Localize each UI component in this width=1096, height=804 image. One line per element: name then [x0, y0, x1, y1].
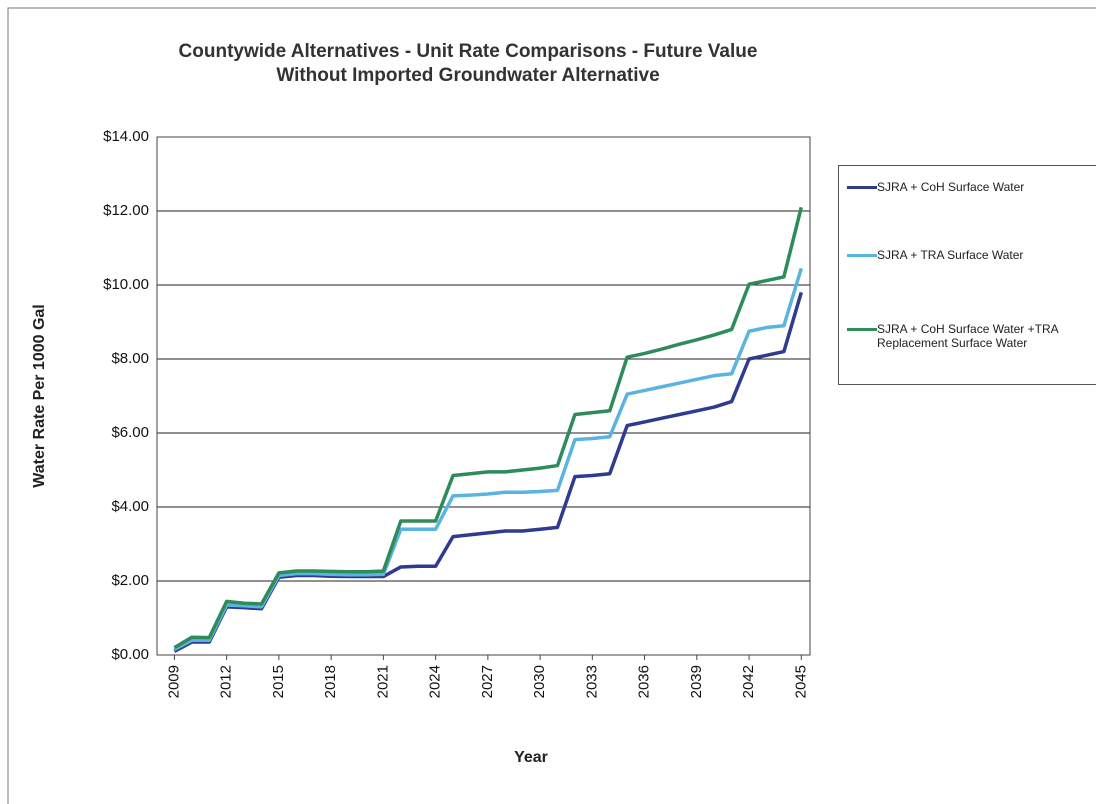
x-axis-title: Year — [514, 749, 548, 766]
y-tick-label: $0.00 — [111, 646, 149, 663]
legend-item: SJRA + CoH Surface Water +TRA Replacemen… — [847, 322, 1095, 350]
legend-swatch — [847, 328, 877, 331]
x-tick-label: 2030 — [531, 665, 548, 698]
legend: SJRA + CoH Surface Water SJRA + TRA Surfa… — [838, 165, 1096, 385]
y-axis-title: Water Rate Per 1000 Gal — [31, 304, 48, 488]
y-tick-label: $2.00 — [111, 572, 149, 589]
legend-item: SJRA + CoH Surface Water — [847, 180, 1095, 194]
x-tick-label: 2036 — [636, 665, 653, 698]
y-tick-label: $10.00 — [103, 276, 149, 293]
y-tick-label: $14.00 — [103, 128, 149, 145]
legend-label: SJRA + CoH Surface Water — [877, 180, 1025, 194]
frame — [7, 7, 1096, 804]
legend-swatch — [847, 254, 877, 257]
x-tick-label: 2033 — [583, 665, 600, 698]
y-tick-label: $4.00 — [111, 498, 149, 515]
legend-label: SJRA + CoH Surface Water +TRA Replacemen… — [877, 322, 1058, 350]
x-tick-label: 2009 — [165, 665, 182, 698]
series-line — [173, 206, 803, 650]
x-tick-label: 2021 — [374, 665, 391, 698]
chart-subtitle: Without Imported Groundwater Alternative — [276, 65, 659, 86]
chart-title: Countywide Alternatives - Unit Rate Comp… — [179, 41, 758, 62]
y-tick-label: $8.00 — [111, 350, 149, 367]
x-tick-label: 2012 — [218, 665, 235, 698]
legend-swatch — [847, 186, 877, 189]
x-tick-label: 2027 — [479, 665, 496, 698]
legend-item: SJRA + TRA Surface Water — [847, 248, 1095, 262]
x-tick-label: 2045 — [792, 665, 809, 698]
legend-label: SJRA + TRA Surface Water — [877, 248, 1024, 262]
x-tick-label: 2018 — [322, 665, 339, 698]
x-tick-label: 2024 — [427, 665, 444, 698]
x-tick-label: 2042 — [740, 665, 757, 698]
x-tick-label: 2039 — [688, 665, 705, 698]
x-tick-label: 2015 — [270, 665, 287, 698]
plot-area — [156, 136, 811, 656]
y-tick-label: $12.00 — [103, 202, 149, 219]
y-tick-label: $6.00 — [111, 424, 149, 441]
